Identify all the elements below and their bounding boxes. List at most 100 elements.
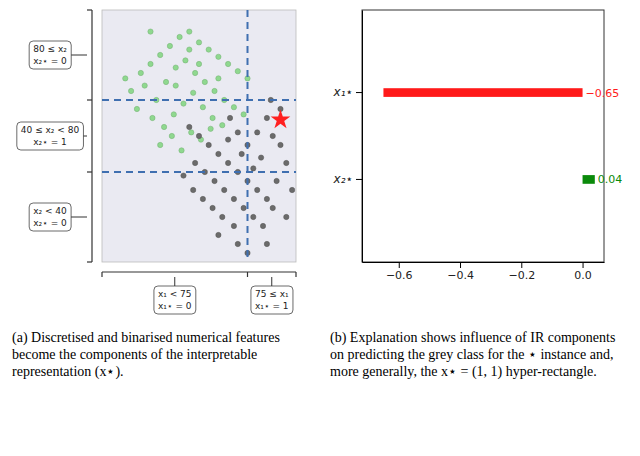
point [187,29,192,34]
data-label: −0.65 [586,87,620,100]
point [138,70,143,75]
x-tick-label: −0.6 [386,269,413,282]
point [235,241,240,246]
x-tick: −0.6 [386,262,413,282]
point [161,124,166,129]
plot-background [102,10,296,262]
point [212,178,217,183]
point [260,223,265,228]
region-label: x₂ < 40x₂⋆ = 0 [33,206,67,228]
figure: x₂ < 40x₂⋆ = 0 40 ≤ x₂ < 80 x₂⋆ = 1 80 ≤ x₂… [0,0,640,456]
point [206,47,211,52]
x-tick-label: −0.2 [508,269,535,282]
x-tick: −0.2 [508,262,535,282]
point [167,43,172,48]
caption-line: become the components of the interpretab… [12,347,257,362]
point [163,79,168,84]
point [216,151,221,156]
bar [583,175,595,184]
region-label-line: x₂⋆ = 1 [33,137,67,147]
bracket-line [91,10,92,262]
point [196,133,201,138]
point [187,47,192,52]
thresholds [102,10,296,262]
point [278,142,283,147]
point [241,112,246,117]
connector [71,217,87,218]
points [123,29,295,256]
x-tick-mark [460,262,461,268]
y-tick-mark [356,179,362,180]
y-axis-line [362,11,363,263]
point [150,115,155,120]
x-bracket: x₁ < 75x₁⋆ = 075 ≤ x₁x₁⋆ = 1 [102,272,296,314]
x-tick-label: −0.4 [447,269,474,282]
point [251,214,256,219]
label-box [154,286,196,314]
point [142,83,147,88]
point [270,133,275,138]
bars [383,88,594,184]
star-point [271,109,291,128]
region-label-line: 80 ≤ x₂ [33,44,67,54]
point [196,61,201,66]
point [179,148,184,153]
point [173,65,178,70]
point [289,187,294,192]
bracket-tick [87,261,92,262]
point [258,155,263,160]
point [270,205,275,210]
point [208,126,213,131]
point [171,112,176,117]
region-label-line: x₂ < 40 [33,206,67,216]
point [264,241,269,246]
plot-frame [362,10,604,262]
y-bracket: x₂ < 40x₂⋆ = 0 40 ≤ x₂ < 80 x₂⋆ = 1 80 ≤ x₂… [17,10,92,262]
connector [271,277,272,286]
point [148,29,153,34]
label-box [251,286,293,314]
x-tick-mark [583,262,584,268]
x-axis: −0.6 −0.4 −0.2 0.0 [363,262,605,282]
caption: (a) Discretised and binarised numerical … [12,330,280,380]
connector [174,277,175,286]
point [239,151,244,156]
point [284,214,289,219]
bracket-tick [87,171,92,172]
point [251,166,256,171]
point [227,115,232,120]
point [231,223,236,228]
bracket-tick [101,272,102,277]
bracket-line [102,271,296,272]
point [231,196,236,201]
point [191,187,196,192]
x-tick-mark [399,262,400,268]
region-label: 75 ≤ x₁x₁⋆ = 1 [255,289,289,311]
point [235,69,240,74]
point [169,133,174,138]
point [128,88,133,93]
bracket-tick [87,99,92,100]
bar [383,88,582,97]
caption-line: (a) Discretised and binarised numerical … [12,330,280,346]
label-box [29,203,71,231]
point [210,115,215,120]
point [192,160,197,165]
point [241,205,246,210]
point [225,137,230,142]
x-tick-label: 0.0 [574,269,592,282]
region-label-line: 40 ≤ x₂ < 80 [21,125,80,135]
point [181,173,186,178]
point [225,160,230,165]
y-tick-label: x₁⋆ [333,85,353,99]
point [210,205,215,210]
point [222,187,227,192]
threshold-line [247,10,249,262]
y-tick-label: x₂⋆ [333,172,353,186]
region-label-line: x₁⋆ = 0 [158,301,192,311]
point [274,178,279,183]
point [220,214,225,219]
caption: (b) Explanation shows influence of IR co… [330,330,615,380]
point [173,83,178,88]
x-tick: −0.4 [447,262,474,282]
